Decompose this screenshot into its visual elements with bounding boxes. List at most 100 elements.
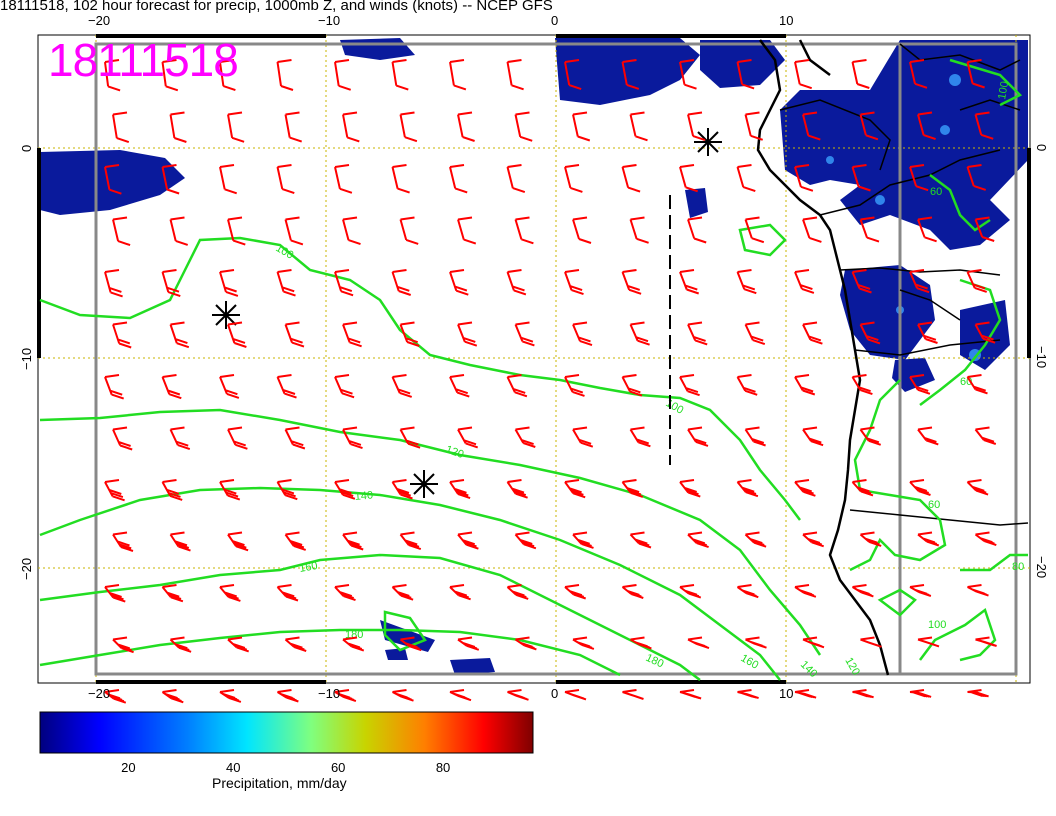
wind-barb: [629, 216, 649, 244]
wind-barb: [736, 374, 758, 396]
colorbar-tick: 60: [331, 760, 345, 775]
country-borders: [779, 43, 1029, 526]
wind-barb: [621, 269, 642, 295]
contour-africa-60a: [849, 379, 947, 572]
contour-small-1: [738, 223, 787, 257]
wind-barb: [342, 426, 363, 450]
wind-barb: [219, 374, 240, 399]
colorbar-tick: 20: [121, 760, 135, 775]
wind-barb: [679, 689, 702, 700]
bottom-lon-ticks: −20 −10 0 10: [88, 686, 793, 701]
wind-barb: [975, 636, 997, 647]
wind-barb: [687, 216, 707, 244]
wind-barb: [391, 584, 414, 601]
wind-barb: [284, 636, 307, 652]
wind-barb: [391, 374, 413, 398]
wind-barb: [917, 636, 940, 648]
wind-barb: [974, 216, 995, 242]
wind-barb: [161, 689, 184, 704]
map-title: 18111518, 102 hour forecast for precip, …: [0, 0, 553, 14]
bottom-lon-tick: 0: [551, 686, 558, 701]
wind-barb: [917, 111, 936, 141]
wind-barb: [974, 321, 996, 344]
top-lon-tick: −20: [88, 13, 110, 28]
wind-barb: [966, 164, 987, 191]
wind-barb: [161, 374, 182, 400]
wind-barb: [112, 636, 134, 654]
wind-barb: [112, 321, 132, 349]
wind-barb: [917, 531, 940, 547]
wind-barb: [794, 584, 817, 598]
wind-barb: [457, 216, 477, 245]
wind-barb: [219, 479, 241, 501]
wind-barb: [679, 584, 702, 599]
colorbar-tick: 80: [436, 760, 450, 775]
wind-barb: [449, 689, 472, 702]
wind-barb: [169, 636, 192, 653]
wind-barb: [679, 269, 700, 295]
wind-barbs: [104, 59, 997, 704]
wind-barb: [169, 321, 190, 349]
wind-barb: [851, 164, 871, 192]
wind-barb: [161, 584, 184, 603]
wind-barb: [449, 374, 470, 398]
wind-barb: [276, 269, 296, 297]
wind-barb: [161, 479, 183, 501]
wind-barb: [104, 269, 123, 298]
height-contours: [39, 58, 1028, 681]
wind-barb: [284, 111, 303, 143]
wind-barb: [909, 59, 928, 89]
wind-barb: [112, 531, 134, 552]
wind-barb: [852, 689, 874, 699]
wind-barb: [334, 479, 356, 500]
wind-barb: [794, 479, 816, 497]
wind-barb: [744, 111, 764, 141]
wind-barb: [966, 479, 989, 496]
wind-barb: [449, 269, 469, 296]
wind-barb: [276, 164, 295, 195]
wind-barb: [736, 479, 759, 498]
pressure-centers: [212, 128, 722, 498]
wind-barb: [564, 479, 586, 499]
wind-barb: [917, 216, 937, 243]
wind-barb: [851, 374, 873, 396]
wind-barb: [564, 689, 587, 701]
wind-barb: [276, 374, 297, 399]
wind-barb: [794, 164, 814, 192]
wind-barb: [851, 269, 872, 294]
wind-barb: [284, 531, 307, 551]
wind-barb: [227, 321, 247, 348]
colorbar-gradient: [39, 711, 534, 754]
wind-barb: [794, 374, 816, 396]
wind-barb: [794, 269, 815, 294]
wind-barb: [687, 111, 706, 142]
star-marker-3: [694, 128, 722, 156]
wind-barb: [334, 584, 356, 602]
left-lat-tick: −20: [19, 558, 34, 580]
wind-barb: [737, 689, 759, 700]
wind-barb: [967, 689, 989, 698]
left-lat-ticks: 0 −10 −20: [19, 145, 34, 580]
contour-160: [39, 553, 701, 681]
wind-barb: [687, 636, 710, 650]
wind-barb: [621, 59, 640, 90]
wind-barb: [334, 689, 357, 703]
wind-barb: [564, 374, 585, 397]
wind-barb: [399, 216, 419, 245]
wind-barb: [391, 164, 410, 194]
wind-barb: [621, 374, 643, 397]
wind-barb: [391, 59, 409, 91]
wind-barb: [342, 111, 360, 143]
top-lon-tick: 10: [779, 13, 793, 28]
wind-barb: [449, 59, 467, 91]
svg-text:60: 60: [928, 499, 940, 511]
wind-barb: [399, 426, 421, 449]
wind-barb: [679, 479, 701, 498]
wind-barb: [342, 216, 361, 246]
wind-barb: [161, 164, 180, 195]
wind-barb: [629, 321, 650, 346]
wind-barb: [687, 531, 709, 549]
wind-barb: [909, 689, 932, 698]
wind-barb: [506, 479, 528, 499]
wind-barb: [909, 374, 931, 395]
